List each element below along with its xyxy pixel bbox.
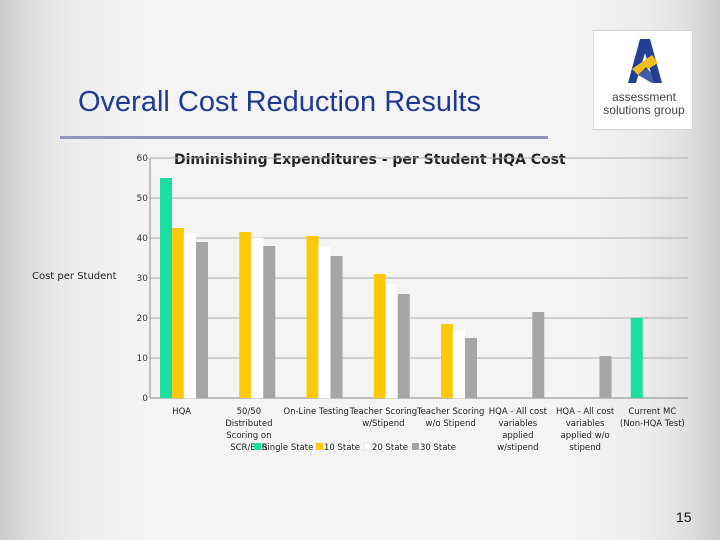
bar (397, 294, 410, 398)
legend-swatch (412, 443, 419, 450)
legend-swatch (254, 443, 261, 450)
title-underline (60, 136, 548, 139)
y-axis-label: Cost per Student (32, 271, 117, 282)
x-tick-label: w/o Stipend (426, 419, 476, 429)
y-tick-label: 50 (137, 194, 149, 204)
y-tick-label: 60 (137, 154, 149, 164)
bar (532, 312, 545, 398)
bar (306, 236, 319, 398)
company-logo: assessment solutions group (593, 30, 693, 130)
bar (239, 232, 252, 398)
legend-swatch (316, 443, 323, 450)
legend-label: Single State (262, 443, 313, 453)
bar (385, 283, 398, 399)
bar (465, 338, 477, 398)
bar (330, 256, 343, 398)
x-tick-label: (Non-HQA Test) (620, 419, 685, 429)
x-tick-label: variables (566, 419, 605, 429)
page-number: 15 (676, 509, 692, 525)
x-tick-label: 50/50 (237, 407, 262, 417)
x-tick-label: Distributed (225, 419, 272, 429)
bar (251, 237, 264, 399)
bar (630, 318, 643, 398)
bar (160, 178, 172, 398)
x-tick-label: HQA - All cost (489, 407, 548, 417)
slide-title: Overall Cost Reduction Results (78, 86, 481, 118)
x-tick-label: Current MC (628, 407, 676, 417)
x-tick-label: stipend (569, 443, 601, 453)
legend-label: 30 State (420, 443, 456, 453)
legend-label: 10 State (324, 443, 360, 453)
x-tick-label: w/stipend (497, 443, 538, 453)
x-tick-label: Scoring on (226, 431, 271, 441)
y-tick-label: 0 (142, 394, 148, 404)
bar (263, 246, 276, 398)
legend-swatch (363, 442, 372, 451)
x-tick-label: applied w/o (561, 431, 610, 441)
x-tick-label: Teacher Scoring (349, 407, 418, 417)
bar (599, 356, 612, 398)
bar (196, 242, 208, 398)
logo-line-2: solutions group (603, 103, 685, 117)
x-tick-label: applied (502, 431, 533, 441)
x-tick-label: variables (499, 419, 538, 429)
bar (373, 274, 386, 398)
y-tick-label: 10 (137, 354, 149, 364)
x-tick-label: HQA - All cost (556, 407, 615, 417)
logo-line-1: assessment (611, 90, 677, 104)
bar (172, 228, 184, 398)
x-tick-label: SCR/ECR (230, 443, 267, 453)
bar (441, 324, 453, 398)
bar (183, 233, 197, 399)
chart-title: Diminishing Expenditures - per Student H… (174, 152, 566, 168)
logo-a-icon (628, 39, 662, 83)
x-tick-label: Teacher Scoring (416, 407, 485, 417)
y-tick-label: 30 (137, 274, 149, 284)
bar (452, 329, 466, 399)
x-tick-label: HQA (172, 407, 191, 417)
legend-label: 20 State (372, 443, 408, 453)
x-tick-label: On-Line Testing (283, 407, 348, 417)
y-tick-label: 20 (137, 314, 149, 324)
y-tick-label: 40 (137, 234, 149, 244)
bar (318, 245, 331, 399)
x-tick-label: w/Stipend (362, 419, 404, 429)
